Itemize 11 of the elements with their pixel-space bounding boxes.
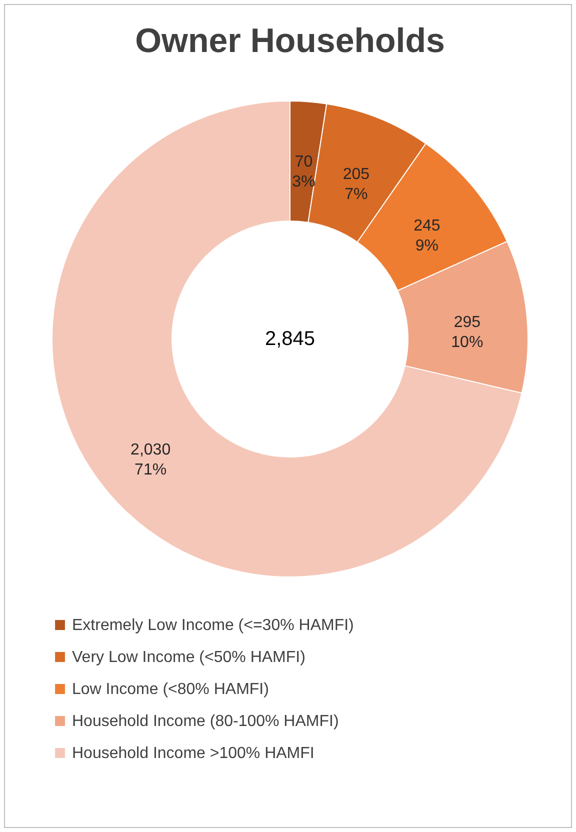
legend-label: Low Income (<80% HAMFI) — [72, 681, 269, 698]
legend-label: Very Low Income (<50% HAMFI) — [72, 649, 306, 666]
data-label: 2,030 71% — [130, 442, 171, 479]
text: 2,845 — [264, 328, 316, 350]
legend-label: Extremely Low Income (<=30% HAMFI) — [72, 617, 354, 634]
legend-label: Household Income >100% HAMFI — [72, 745, 314, 762]
legend-label: Household Income (80-100% HAMFI) — [72, 713, 339, 730]
data-label: 205 7% — [342, 166, 370, 203]
data-label: 295 10% — [451, 314, 484, 351]
chart-title: Owner Households — [135, 22, 445, 60]
data-label: 245 9% — [414, 217, 440, 254]
